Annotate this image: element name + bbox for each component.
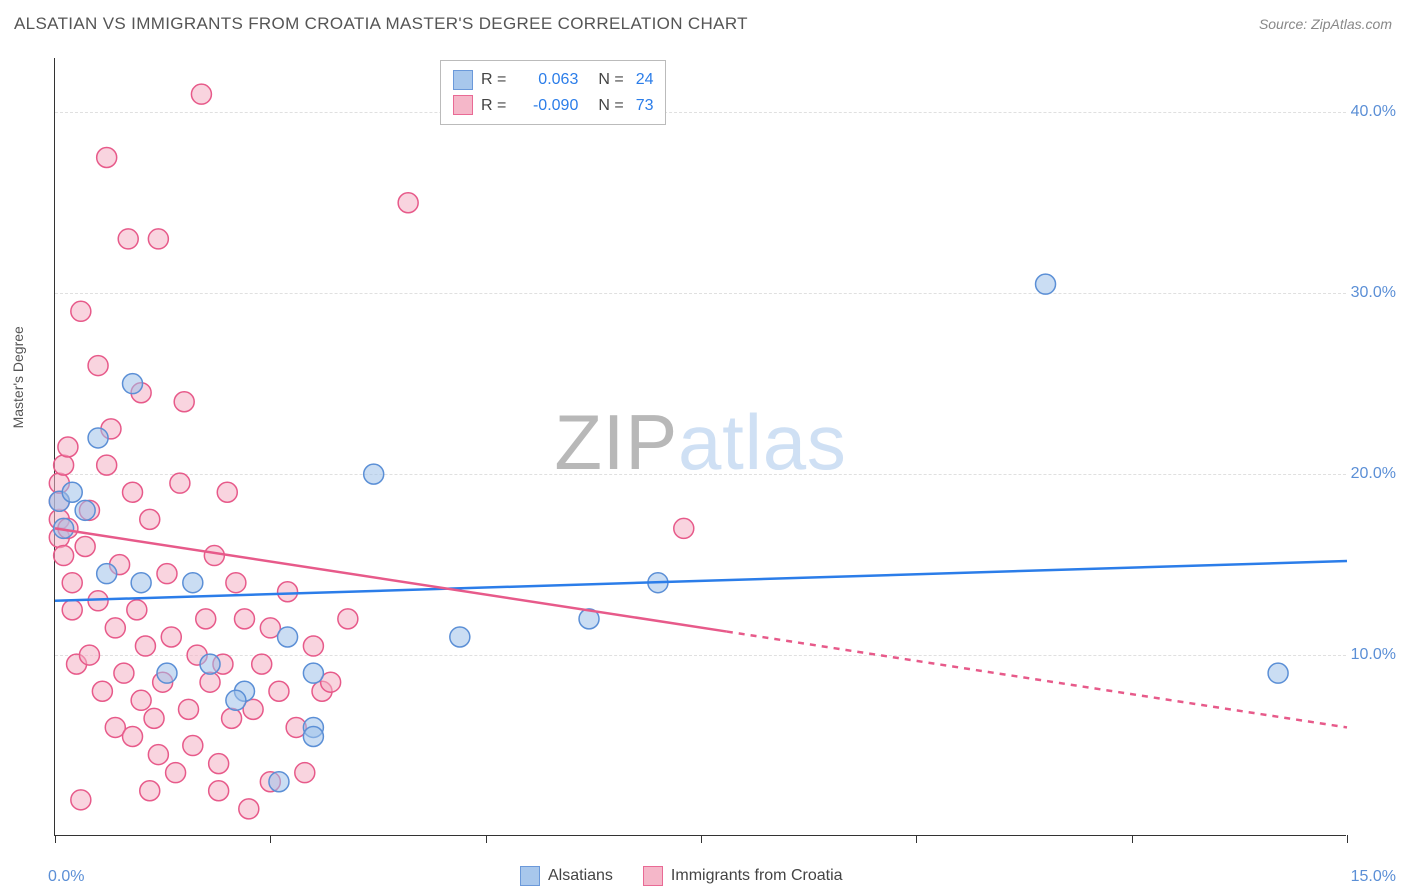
swatch-alsatians	[453, 70, 473, 90]
n-value-croatia: 73	[636, 93, 654, 119]
r-value-croatia: -0.090	[518, 93, 578, 119]
n-label: N =	[598, 93, 623, 119]
chart-source: Source: ZipAtlas.com	[1259, 16, 1392, 32]
legend-item-alsatians: Alsatians	[520, 866, 613, 886]
plot-area: ZIPatlas	[54, 58, 1346, 836]
y-tick-label: 40.0%	[1351, 103, 1396, 121]
swatch-croatia	[453, 95, 473, 115]
n-label: N =	[598, 67, 623, 93]
chart-svg	[55, 58, 1346, 835]
swatch-croatia	[643, 866, 663, 886]
correlation-legend: R = 0.063 N = 24 R = -0.090 N = 73	[440, 60, 666, 125]
r-label: R =	[481, 67, 506, 93]
r-value-alsatians: 0.063	[518, 67, 578, 93]
n-value-alsatians: 24	[636, 67, 654, 93]
chart-header: ALSATIAN VS IMMIGRANTS FROM CROATIA MAST…	[0, 0, 1406, 48]
chart-title: ALSATIAN VS IMMIGRANTS FROM CROATIA MAST…	[14, 14, 748, 34]
legend-row-croatia: R = -0.090 N = 73	[453, 93, 653, 119]
legend-label-croatia: Immigrants from Croatia	[671, 867, 843, 885]
x-min-label: 0.0%	[48, 868, 84, 886]
y-tick-label: 20.0%	[1351, 465, 1396, 483]
y-axis-label: Master's Degree	[10, 326, 26, 428]
legend-item-croatia: Immigrants from Croatia	[643, 866, 843, 886]
y-tick-label: 10.0%	[1351, 646, 1396, 664]
legend-row-alsatians: R = 0.063 N = 24	[453, 67, 653, 93]
r-label: R =	[481, 93, 506, 119]
y-tick-label: 30.0%	[1351, 284, 1396, 302]
series-legend: Alsatians Immigrants from Croatia	[520, 866, 843, 886]
legend-label-alsatians: Alsatians	[548, 867, 613, 885]
x-max-label: 15.0%	[1351, 868, 1396, 886]
swatch-alsatians	[520, 866, 540, 886]
